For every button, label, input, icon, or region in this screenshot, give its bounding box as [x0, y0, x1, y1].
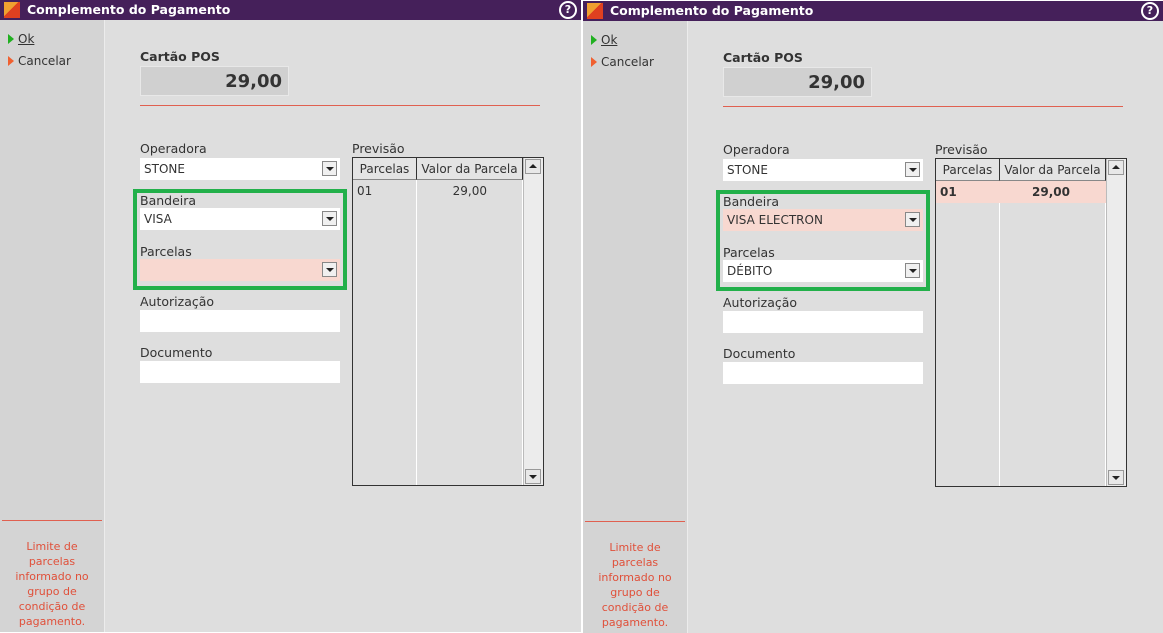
- ok-label: Ok: [601, 33, 618, 47]
- bandeira-label: Bandeira: [140, 193, 197, 208]
- previsao-label: Previsão: [935, 142, 988, 157]
- parcelas-label: Parcelas: [723, 245, 775, 260]
- column-divider: [416, 180, 417, 485]
- cancel-button[interactable]: Cancelar: [591, 55, 654, 69]
- operadora-label: Operadora: [140, 141, 207, 156]
- bandeira-value: VISA ELECTRON: [727, 213, 823, 227]
- column-header-valor[interactable]: Valor da Parcela: [417, 158, 523, 180]
- divider: [140, 105, 540, 106]
- bandeira-value: VISA: [144, 212, 172, 226]
- amount-display: 29,00: [140, 66, 289, 96]
- dialog-title: Complemento do Pagamento: [27, 2, 231, 17]
- documento-input[interactable]: [723, 362, 923, 384]
- cancel-button[interactable]: Cancelar: [8, 54, 71, 68]
- autorizacao-input[interactable]: [723, 311, 923, 333]
- operadora-value: STONE: [144, 162, 185, 176]
- highlight-box: [133, 189, 347, 290]
- operadora-select[interactable]: STONE: [140, 158, 340, 180]
- bandeira-label: Bandeira: [723, 194, 780, 209]
- divider: [585, 521, 685, 522]
- autorizacao-input[interactable]: [140, 310, 340, 332]
- operadora-label: Operadora: [723, 142, 790, 157]
- highlight-box: [716, 190, 930, 291]
- action-sidebar: Ok Cancelar Limite de parcelas informado…: [583, 21, 688, 633]
- documento-input[interactable]: [140, 361, 340, 383]
- chevron-down-icon[interactable]: [322, 262, 337, 277]
- column-header-parcelas[interactable]: Parcelas: [353, 158, 417, 180]
- app-logo-icon: [4, 2, 20, 18]
- chevron-down-icon[interactable]: [322, 211, 337, 226]
- previsao-grid: Parcelas Valor da Parcela 01 29,00: [935, 158, 1127, 487]
- cell-valor: 29,00: [1032, 185, 1070, 199]
- play-icon: [591, 35, 597, 45]
- column-divider: [999, 181, 1000, 486]
- parcelas-select[interactable]: [140, 259, 340, 281]
- chevron-down-icon[interactable]: [322, 161, 337, 176]
- cancel-label: Cancelar: [18, 54, 71, 68]
- documento-label: Documento: [723, 346, 796, 361]
- chevron-down-icon[interactable]: [905, 263, 920, 278]
- autorizacao-label: Autorização: [140, 294, 215, 309]
- bandeira-select[interactable]: VISA: [140, 208, 340, 230]
- autorizacao-label: Autorização: [723, 295, 798, 310]
- cell-valor: 29,00: [452, 184, 487, 198]
- vertical-scrollbar[interactable]: [1106, 159, 1126, 486]
- divider: [723, 106, 1123, 107]
- operadora-select[interactable]: STONE: [723, 159, 923, 181]
- play-icon: [8, 56, 14, 66]
- documento-label: Documento: [140, 345, 213, 360]
- column-header-parcelas[interactable]: Parcelas: [936, 159, 1000, 181]
- section-title: Cartão POS: [140, 49, 220, 64]
- scroll-down-icon[interactable]: [1108, 470, 1124, 485]
- app-logo-icon: [587, 3, 603, 19]
- parcelas-select[interactable]: DÉBITO: [723, 260, 923, 282]
- chevron-down-icon[interactable]: [905, 162, 920, 177]
- cell-parcela: 01: [357, 184, 373, 198]
- cell-parcela: 01: [940, 185, 957, 199]
- payment-dialog: Complemento do Pagamento ? Ok Cancelar L…: [583, 1, 1163, 633]
- parcelas-value: DÉBITO: [727, 264, 773, 278]
- section-title: Cartão POS: [723, 50, 803, 65]
- amount-display: 29,00: [723, 67, 872, 97]
- installment-limit-note: Limite de parcelas informado no grupo de…: [15, 540, 89, 628]
- column-divider: [522, 180, 523, 485]
- help-icon[interactable]: ?: [1141, 2, 1159, 20]
- previsao-grid: Parcelas Valor da Parcela 01 29,00: [352, 157, 544, 486]
- installment-limit-note: Limite de parcelas informado no grupo de…: [598, 541, 672, 629]
- payment-dialog: Complemento do Pagamento ? Ok Cancelar L…: [0, 0, 581, 632]
- divider: [2, 520, 102, 521]
- bandeira-select[interactable]: VISA ELECTRON: [723, 209, 923, 231]
- scroll-up-icon[interactable]: [1108, 160, 1124, 175]
- ok-label: Ok: [18, 32, 35, 46]
- title-bar: Complemento do Pagamento ?: [0, 0, 581, 20]
- play-icon: [591, 57, 597, 67]
- chevron-down-icon[interactable]: [905, 212, 920, 227]
- help-icon[interactable]: ?: [559, 1, 577, 19]
- vertical-scrollbar[interactable]: [523, 158, 543, 485]
- ok-button[interactable]: Ok: [8, 32, 34, 46]
- scroll-down-icon[interactable]: [525, 469, 541, 484]
- play-icon: [8, 34, 14, 44]
- ok-button[interactable]: Ok: [591, 33, 617, 47]
- table-row[interactable]: 01 29,00: [353, 180, 523, 202]
- table-row[interactable]: 01 29,00: [936, 181, 1106, 203]
- previsao-label: Previsão: [352, 141, 405, 156]
- cancel-label: Cancelar: [601, 55, 654, 69]
- action-sidebar: Ok Cancelar Limite de parcelas informado…: [0, 20, 105, 632]
- dialog-title: Complemento do Pagamento: [610, 3, 814, 18]
- column-header-valor[interactable]: Valor da Parcela: [1000, 159, 1106, 181]
- parcelas-label: Parcelas: [140, 244, 192, 259]
- scroll-up-icon[interactable]: [525, 159, 541, 174]
- title-bar: Complemento do Pagamento ?: [583, 1, 1163, 21]
- column-divider: [1105, 181, 1106, 486]
- operadora-value: STONE: [727, 163, 768, 177]
